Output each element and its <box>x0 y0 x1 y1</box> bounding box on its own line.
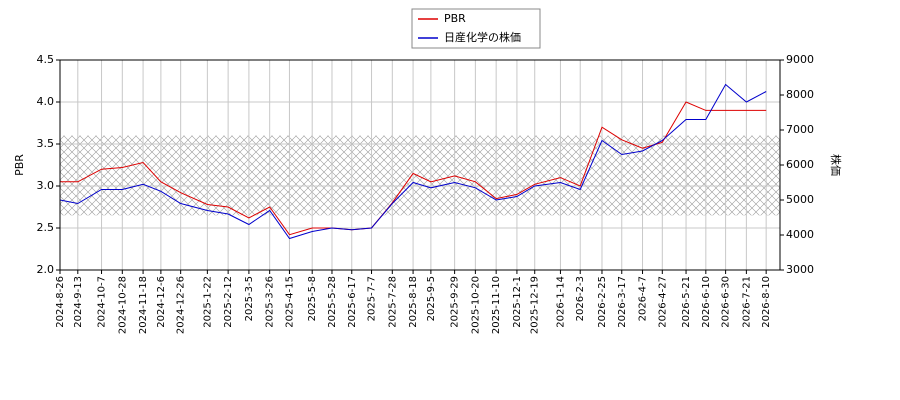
y2-tick-label: 9000 <box>786 53 814 66</box>
x-tick-label: 2025-3-5 <box>244 276 255 321</box>
y-axis-label: PBR <box>13 154 26 176</box>
legend-label: 日産化学の株価 <box>444 30 521 44</box>
x-tick-label: 2025-10-20 <box>470 276 481 334</box>
x-tick-label: 2025-7-28 <box>387 276 398 328</box>
y-tick-label: 4.5 <box>37 53 55 66</box>
y-tick-label: 2.5 <box>37 221 55 234</box>
x-tick-label: 2025-3-26 <box>265 276 276 328</box>
x-tick-label: 2024-10-28 <box>117 276 128 334</box>
x-tick-label: 2025-7-7 <box>367 276 378 321</box>
y-tick-label: 2.0 <box>37 263 55 276</box>
y-tick-label: 3.0 <box>37 179 55 192</box>
x-tick-label: 2024-8-26 <box>55 276 66 328</box>
x-tick-label: 2026-6-10 <box>701 276 712 328</box>
x-tick-label: 2026-2-25 <box>597 276 608 328</box>
legend-label: PBR <box>444 12 466 25</box>
reference-band <box>60 135 780 216</box>
x-tick-label: 2026-8-10 <box>761 276 772 328</box>
x-tick-label: 2025-4-15 <box>284 276 295 328</box>
x-tick-label: 2024-9-13 <box>73 276 84 328</box>
y2-axis-label: 株価 <box>829 154 843 176</box>
x-tick-label: 2025-9-5 <box>426 276 437 321</box>
y2-tick-label: 6000 <box>786 158 814 171</box>
x-tick-label: 2026-3-17 <box>617 276 628 328</box>
y-tick-label: 3.5 <box>37 137 55 150</box>
legend-box <box>411 8 541 49</box>
y2-tick-label: 3000 <box>786 263 814 276</box>
x-tick-label: 2025-5-28 <box>327 276 338 328</box>
x-tick-label: 2026-4-7 <box>638 276 649 321</box>
x-tick-label: 2024-12-26 <box>176 276 187 334</box>
x-tick-label: 2024-12-6 <box>156 276 167 328</box>
y-tick-label: 4.0 <box>37 95 55 108</box>
y2-tick-label: 8000 <box>786 88 814 101</box>
x-tick-label: 2025-9-29 <box>450 276 461 328</box>
plot-area <box>59 59 780 271</box>
x-tick-label: 2026-2-3 <box>575 276 586 321</box>
x-tick-label: 2025-5-8 <box>307 276 318 321</box>
y2-tick-label: 5000 <box>786 193 814 206</box>
x-tick-label: 2026-1-14 <box>555 276 566 328</box>
x-tick-label: 2025-12-19 <box>530 276 541 334</box>
legend: PBR 日産化学の株価 <box>411 8 541 49</box>
x-tick-label: 2026-5-21 <box>681 276 692 328</box>
series-line <box>59 83 767 240</box>
x-tick-label: 2024-10-7 <box>97 276 108 328</box>
x-tick-label: 2026-7-21 <box>741 276 752 328</box>
y2-tick-label: 7000 <box>786 123 814 136</box>
x-tick-label: 2025-11-10 <box>491 276 502 334</box>
x-tick-label: 2025-1-22 <box>202 276 213 328</box>
x-tick-label: 2025-6-17 <box>347 276 358 328</box>
x-tick-label: 2025-8-18 <box>408 276 419 328</box>
x-tick-label: 2026-4-27 <box>657 276 668 328</box>
x-tick-label: 2025-12-1 <box>512 276 523 328</box>
x-tick-label: 2026-6-30 <box>721 276 732 328</box>
x-tick-label: 2024-11-18 <box>138 276 149 334</box>
series-line <box>60 101 767 236</box>
x-tick-label: 2025-2-12 <box>223 276 234 328</box>
y2-tick-label: 4000 <box>786 228 814 241</box>
